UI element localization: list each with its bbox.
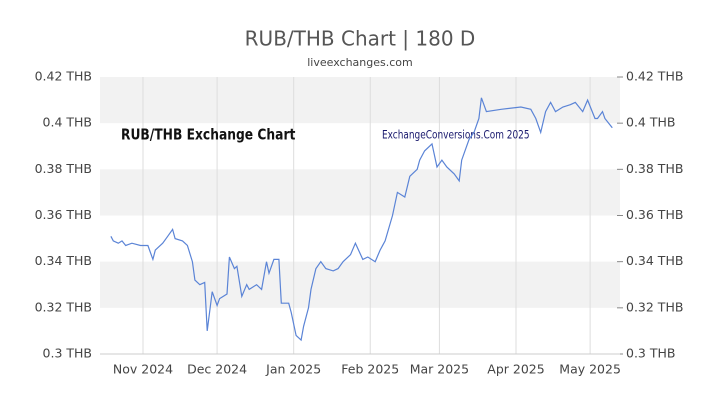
y2-tick-label: 0.32 THB bbox=[626, 299, 683, 314]
x-tick-label: Jan 2025 bbox=[265, 362, 321, 377]
y2-tick-label: 0.38 THB bbox=[626, 161, 683, 176]
x-tick-label: Nov 2024 bbox=[113, 362, 173, 377]
chart-title: RUB/THB Chart | 180 D bbox=[245, 27, 476, 51]
y-tick-label: 0.36 THB bbox=[35, 207, 92, 222]
x-tick-label: Feb 2025 bbox=[341, 362, 399, 377]
y2-tick-label: 0.42 THB bbox=[626, 69, 683, 84]
annotation: RUB/THB Exchange Chart bbox=[121, 126, 296, 143]
x-tick-label: May 2025 bbox=[559, 362, 621, 377]
y-tick-label: 0.4 THB bbox=[43, 115, 92, 130]
chart-subtitle: liveexchanges.com bbox=[307, 56, 412, 69]
y-tick-label: 0.34 THB bbox=[35, 253, 92, 268]
plot-background bbox=[100, 77, 620, 308]
x-tick-label: Mar 2025 bbox=[410, 362, 469, 377]
y2-tick-label: 0.34 THB bbox=[626, 253, 683, 268]
y-tick-label: 0.32 THB bbox=[35, 299, 92, 314]
grid-band bbox=[100, 169, 620, 216]
y2-tick-label: 0.36 THB bbox=[626, 207, 683, 222]
y2-tick-label: 0.4 THB bbox=[626, 115, 675, 130]
annotation: ExchangeConversions.Com 2025 bbox=[382, 128, 530, 141]
y-tick-label: 0.3 THB bbox=[43, 346, 92, 361]
grid-band bbox=[100, 261, 620, 308]
y-tick-label: 0.42 THB bbox=[35, 69, 92, 84]
x-tick-label: Dec 2024 bbox=[187, 362, 247, 377]
grid-band bbox=[100, 77, 620, 124]
price-line bbox=[110, 97, 613, 342]
y-tick-label: 0.38 THB bbox=[35, 161, 92, 176]
y2-tick-label: 0.3 THB bbox=[626, 346, 675, 361]
x-tick-label: Apr 2025 bbox=[487, 362, 544, 377]
